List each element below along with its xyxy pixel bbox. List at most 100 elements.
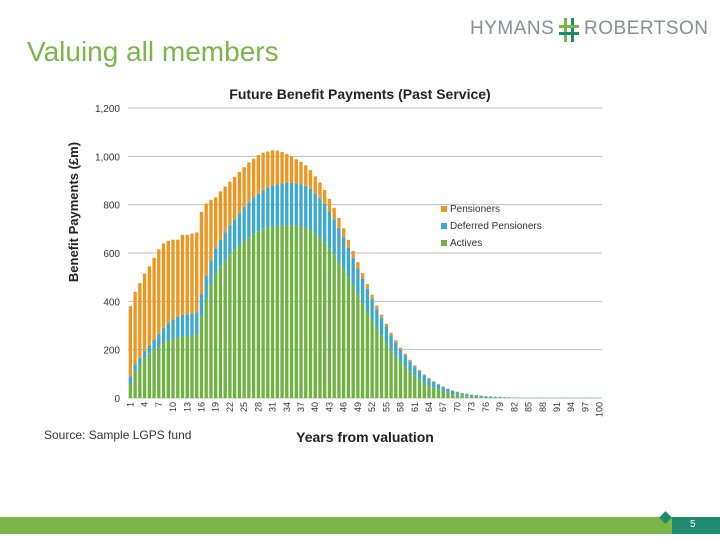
bar-segment (133, 291, 137, 365)
bar-segment (251, 158, 256, 198)
bar-segment (379, 317, 384, 336)
bar-segment (128, 376, 133, 384)
bar-segment (427, 377, 431, 379)
bar-segment (360, 273, 365, 279)
bar-segment (171, 338, 175, 398)
legend-label: Deferred Pensioners (450, 221, 542, 232)
bar-segment (161, 243, 166, 328)
bar-segment (256, 231, 261, 398)
bar-segment (256, 193, 261, 232)
bar-segment (323, 189, 327, 204)
bar-segment (422, 375, 426, 383)
bar-segment (308, 170, 313, 189)
slide-title: Valuing all members (27, 36, 279, 67)
bar-segment (413, 366, 417, 376)
bar-segment (223, 232, 227, 261)
x-tick-label: 10 (168, 402, 178, 412)
bar-segment (190, 233, 194, 314)
y-tick-label: 400 (103, 297, 120, 308)
source-note: Source: Sample LGPS fund (44, 428, 192, 442)
bar-segment (379, 314, 384, 318)
bar-segment (157, 249, 161, 334)
x-tick-label: 70 (452, 402, 462, 412)
bar-segment (332, 207, 336, 220)
x-tick-label: 46 (339, 402, 349, 412)
bar-segment (332, 219, 336, 255)
bar-segment (308, 230, 313, 398)
x-tick-label: 40 (310, 402, 320, 412)
x-tick-label: 76 (481, 402, 491, 412)
bar-segment (375, 305, 379, 310)
bar-segment (308, 188, 313, 231)
benefit-payments-chart: Future Benefit Payments (Past Service) B… (66, 86, 605, 445)
bar-segment (455, 392, 460, 396)
bar-segment (247, 162, 251, 203)
bar-segment (237, 244, 242, 398)
bar-segment (157, 333, 161, 347)
bar-segment (190, 335, 194, 398)
bar-segment (375, 309, 379, 328)
bar-segment (332, 254, 336, 398)
bar-segment (185, 336, 189, 398)
legend-swatch (441, 223, 447, 229)
bar-segment (323, 242, 327, 398)
x-tick-labels: 1 4 7 10 13 16 19 22 25 28 31 34 37 40 43 46 49 52 55 58 61 6… (125, 402, 604, 417)
x-tick-label: 22 (225, 402, 235, 412)
bar-segment (266, 151, 270, 188)
legend-label: Actives (450, 238, 482, 249)
gridlines (128, 107, 602, 399)
bar-segment (318, 182, 322, 198)
bar-segment (275, 184, 279, 226)
bar-segment (432, 382, 436, 388)
hymans-robertson-logo: HYMANS ROBERTSON (470, 16, 708, 46)
bar-segment (185, 234, 189, 315)
bar-segment (251, 233, 256, 398)
y-tick-label: 200 (103, 346, 120, 357)
x-tick-label: 52 (367, 402, 377, 412)
bar-segment (166, 340, 170, 398)
bar-segment (152, 340, 156, 350)
bar-segment (261, 190, 265, 229)
bar-segment (313, 176, 317, 194)
bar-segment (270, 150, 275, 186)
bar-segment (280, 225, 284, 398)
bar-segment (422, 374, 426, 376)
bar-segment (413, 375, 417, 398)
legend: Pensioners Deferred Pensioners Actives (441, 204, 542, 249)
bar-segment (223, 260, 227, 398)
bar-segment (460, 393, 464, 396)
x-tick-label: 34 (282, 402, 292, 412)
bar-segment (176, 337, 180, 398)
bar-segment (294, 183, 298, 226)
bar-segment (365, 284, 370, 289)
y-tick-label: 800 (103, 201, 120, 212)
bar-segment (403, 353, 407, 356)
bar-segment (275, 225, 279, 398)
page-number: 5 (690, 519, 696, 530)
bar-segment (142, 273, 147, 351)
bar-segment (351, 251, 355, 258)
bar-segment (441, 391, 445, 398)
bar-segment (479, 395, 483, 398)
bar-segment (180, 234, 185, 315)
bar-segment (479, 397, 483, 398)
x-tick-label: 67 (438, 402, 448, 412)
y-tick-labels: 0 200 400 600 800 1,000 1,200 (95, 104, 120, 405)
bar-segment (176, 317, 180, 338)
legend-swatch (441, 240, 447, 246)
bar-segment (218, 191, 223, 240)
bar-segment (394, 340, 398, 343)
bar-segment (351, 285, 355, 398)
x-tick-label: 97 (580, 402, 590, 412)
bar-segment (342, 237, 346, 269)
bar-segment (247, 237, 251, 398)
y-tick-label: 1,000 (95, 152, 120, 163)
bar-segment (408, 371, 412, 398)
bar-segment (299, 184, 303, 227)
bar-segment (389, 335, 393, 350)
bar-segment (242, 167, 246, 208)
bar-segment (294, 159, 298, 184)
bar-segment (370, 298, 374, 320)
bar-segment (214, 248, 218, 274)
bar-segment (171, 319, 175, 339)
